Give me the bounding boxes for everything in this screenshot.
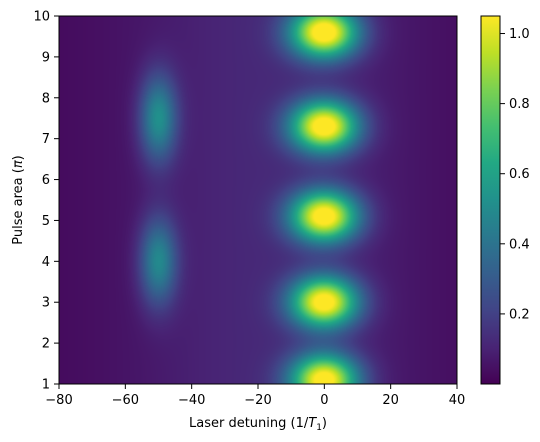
y-tick-label: 3 [42, 296, 50, 311]
y-axis: 1 2 3 4 5 6 7 8 9 10 [33, 10, 59, 393]
x-tick-label: 40 [449, 393, 466, 408]
x-tick-label: −80 [45, 393, 72, 408]
y-tick-label: 10 [33, 10, 50, 25]
colorbar-tick-label: 0.4 [509, 237, 530, 252]
colorbar [480, 15, 501, 385]
y-tick-label: 2 [42, 337, 50, 352]
x-tick-label: −40 [178, 393, 205, 408]
colorbar-tick-label: 0.6 [509, 167, 530, 182]
x-axis-label: Laser detuning (1/T1) [189, 416, 327, 433]
x-tick-label: 0 [320, 393, 328, 408]
y-axis-label: Pulse area (π) [11, 155, 26, 244]
y-tick-label: 5 [42, 214, 50, 229]
y-tick-label: 6 [42, 173, 50, 188]
x-axis: −80 −60 −40 −20 0 20 40 [45, 384, 465, 408]
colorbar-tick-label: 0.8 [509, 97, 530, 112]
x-tick-label: −20 [244, 393, 271, 408]
colorbar-axis: 0.2 0.4 0.6 0.8 1.0 [500, 27, 530, 322]
y-tick-label: 9 [42, 50, 50, 65]
x-tick-label: 20 [382, 393, 399, 408]
y-tick-label: 8 [42, 91, 50, 106]
colorbar-tick-label: 1.0 [509, 27, 530, 42]
colorbar-tick-label: 0.2 [509, 307, 530, 322]
y-tick-label: 7 [42, 132, 50, 147]
y-tick-label: 4 [42, 255, 50, 270]
x-tick-label: −60 [112, 393, 139, 408]
y-tick-label: 1 [42, 378, 50, 393]
heatmap-image [59, 16, 457, 384]
